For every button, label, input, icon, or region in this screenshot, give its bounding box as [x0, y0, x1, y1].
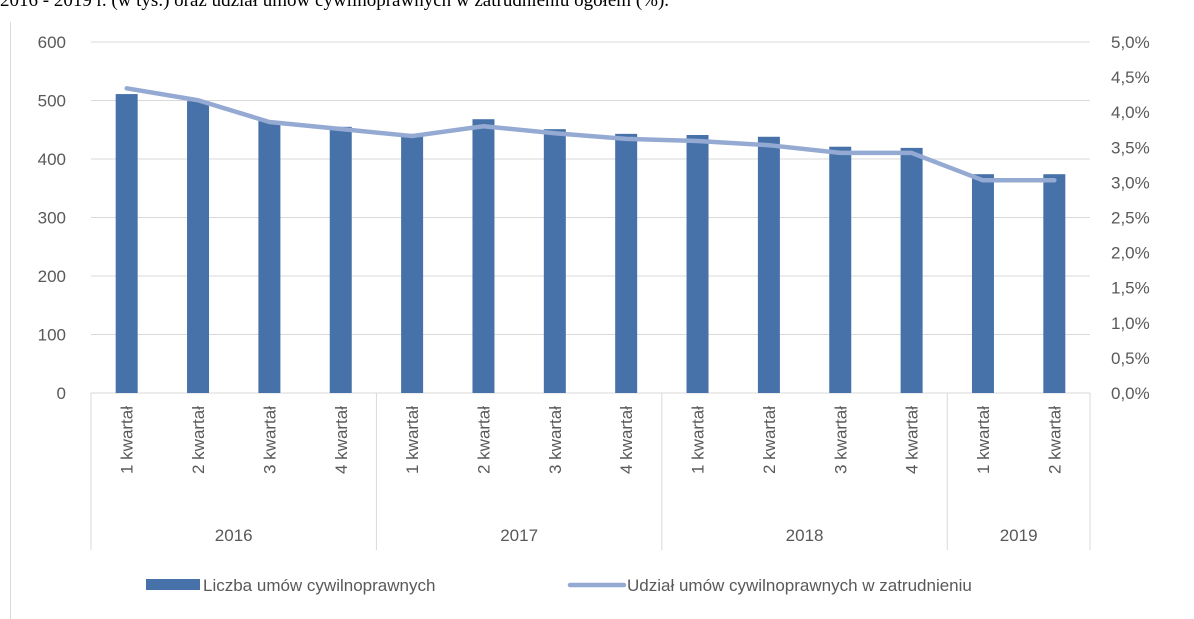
y2-tick-label: 2,5%: [1111, 209, 1150, 228]
x-tick-label: 2 kwartał: [1045, 406, 1064, 474]
y2-tick-label: 5,0%: [1111, 33, 1150, 52]
y2-tick-label: 4,0%: [1111, 103, 1150, 122]
y-tick-label: 0: [57, 384, 66, 403]
y-tick-label: 600: [38, 33, 66, 52]
bar: [971, 174, 994, 393]
y2-tick-label: 4,5%: [1111, 68, 1150, 87]
x-tick-label: 1 kwartał: [974, 406, 993, 474]
bar: [329, 126, 352, 393]
x-tick-label: 3 kwartał: [831, 406, 850, 474]
y-tick-label: 200: [38, 267, 66, 286]
line: [124, 86, 1057, 183]
bar: [1043, 174, 1066, 393]
chart-title: 2016 - 2019 r. (w tys.) oraz udział umów…: [0, 0, 669, 11]
x-tick-label: 4 kwartał: [332, 406, 351, 474]
bar: [615, 133, 638, 393]
group-label: 2017: [500, 526, 538, 545]
bar: [115, 94, 138, 393]
y2-tick-label: 1,5%: [1111, 279, 1150, 298]
group-label: 2016: [215, 526, 253, 545]
x-tick-label: 1 kwartał: [403, 406, 422, 474]
x-tick-label: 3 kwartał: [260, 406, 279, 474]
x-tick-label: 2 kwartał: [474, 406, 493, 474]
legend-label: Udział umów cywilnoprawnych w zatrudnien…: [627, 576, 972, 595]
bar: [543, 129, 566, 394]
x-tick-label: 1 kwartał: [689, 406, 708, 474]
y2-tick-label: 0,5%: [1111, 349, 1150, 368]
bar: [686, 135, 709, 393]
y-tick-label: 500: [38, 92, 66, 111]
bar: [900, 147, 923, 393]
y-tick-label: 300: [38, 209, 66, 228]
y-tick-label: 400: [38, 150, 66, 169]
legend-swatch: [146, 579, 200, 590]
y2-tick-label: 3,5%: [1111, 138, 1150, 157]
x-tick-label: 4 kwartał: [617, 406, 636, 474]
group-label: 2018: [786, 526, 824, 545]
x-tick-label: 2 kwartał: [189, 406, 208, 474]
bar: [757, 136, 780, 393]
group-label: 2019: [1000, 526, 1038, 545]
y2-tick-label: 0,0%: [1111, 384, 1150, 403]
legend-label: Liczba umów cywilnoprawnych: [203, 576, 435, 595]
bar: [472, 119, 495, 393]
y2-tick-label: 3,0%: [1111, 173, 1150, 192]
x-tick-label: 4 kwartał: [903, 406, 922, 474]
bar: [401, 133, 424, 393]
x-tick-label: 3 kwartał: [546, 406, 565, 474]
bar: [829, 146, 852, 393]
x-tick-label: 2 kwartał: [760, 406, 779, 474]
bar: [187, 101, 210, 394]
y2-tick-label: 1,0%: [1111, 314, 1150, 333]
y-tick-label: 100: [38, 326, 66, 345]
y2-tick-label: 2,0%: [1111, 244, 1150, 263]
bar: [258, 120, 281, 393]
x-tick-label: 1 kwartał: [118, 406, 137, 474]
